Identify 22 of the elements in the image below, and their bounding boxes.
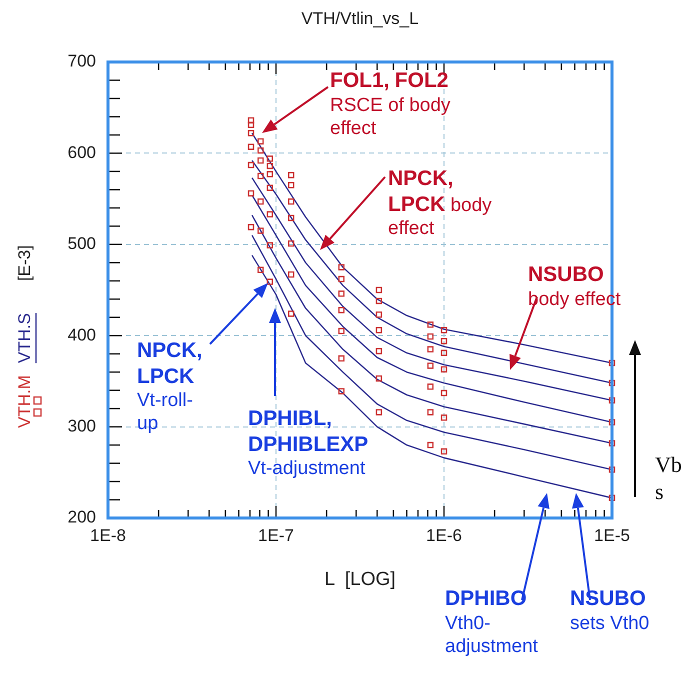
x-tick-label: 1E-8: [90, 526, 126, 545]
text: Vbs: [655, 452, 683, 506]
y-axis-title: [E-3]: [15, 245, 34, 282]
text: VTH.S: [15, 313, 34, 364]
y-tick-label: 600: [68, 142, 96, 162]
y-tick-label: 400: [68, 325, 96, 344]
y-tick-label: 300: [68, 416, 96, 436]
y-tick-label: 700: [68, 52, 96, 71]
annotation: DPHIBL, DPHIBLEXP Vt-adjustment: [248, 407, 370, 480]
text: DPHIBO Vth0-adjustment: [445, 587, 539, 658]
y-tick-label: 500: [68, 234, 96, 254]
x-tick-label: 1E-7: [258, 526, 294, 545]
chart-title: VTH/Vtlin_vs_L: [301, 9, 419, 28]
annotation: NPCK, LPCK Vt-roll-up: [137, 339, 204, 436]
x-axis-title: L [LOG]: [324, 569, 396, 590]
x-tick-label: 1E-5: [594, 526, 630, 545]
text: FOL1, FOL2 RSCE of body effect: [330, 69, 450, 139]
text: NSUBO sets Vth0: [570, 587, 650, 635]
annotation: NPCK, LPCK body effect: [388, 167, 493, 240]
legend-label: VTH.M: [15, 375, 34, 428]
y-tick-label: 200: [68, 508, 96, 527]
x-tick-label: 1E-6: [426, 526, 462, 545]
